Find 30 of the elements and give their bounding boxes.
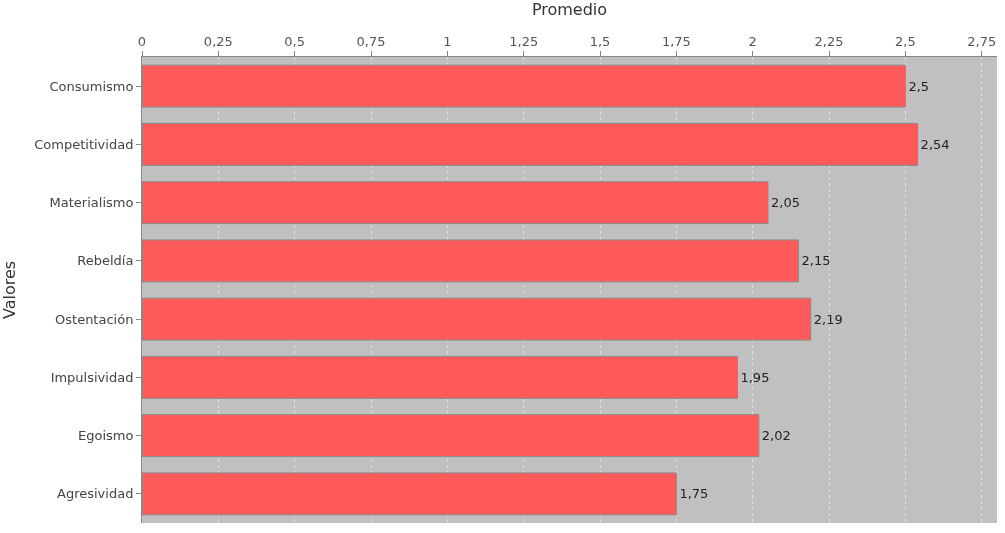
y-tick-label: Impulsividad xyxy=(50,369,134,385)
data-label: 2,05 xyxy=(770,195,800,211)
y-tick-label: Rebeldía xyxy=(77,253,134,269)
x-tick-label: 1 xyxy=(443,33,452,49)
x-tick-label: 2,5 xyxy=(895,33,916,49)
data-label: 2,15 xyxy=(801,253,831,269)
x-tick-label: 1,5 xyxy=(589,33,611,49)
x-tick-label: 1,75 xyxy=(661,33,691,49)
data-label: 1,75 xyxy=(679,486,709,502)
x-tick-label: 2,75 xyxy=(967,33,997,49)
x-tick-label: 1,25 xyxy=(509,33,539,49)
data-label: 2,02 xyxy=(761,428,791,444)
x-tick-label: 0 xyxy=(137,33,147,49)
x-tick-label: 2,25 xyxy=(814,33,844,49)
x-tick-label: 0,75 xyxy=(356,33,386,49)
y-tick-label: Egoismo xyxy=(77,428,134,444)
y-tick-label: Materialismo xyxy=(49,195,134,211)
x-axis-title: Promedio xyxy=(531,0,608,19)
x-tick-label: 0,5 xyxy=(284,33,306,49)
x-tick-label: 0,25 xyxy=(203,33,233,49)
data-label: 2,54 xyxy=(920,136,950,152)
data-label: 1,95 xyxy=(740,369,770,385)
data-label: 2,5 xyxy=(908,78,930,94)
y-tick-label: Competitividad xyxy=(34,136,134,152)
y-tick-label: Consumismo xyxy=(49,78,134,94)
data-label: 2,19 xyxy=(813,311,843,327)
x-tick-label: 2 xyxy=(748,33,757,49)
y-axis-title: Valores xyxy=(0,260,19,320)
y-tick-label: Ostentación xyxy=(55,311,134,327)
y-tick-label: Agresividad xyxy=(57,486,134,502)
